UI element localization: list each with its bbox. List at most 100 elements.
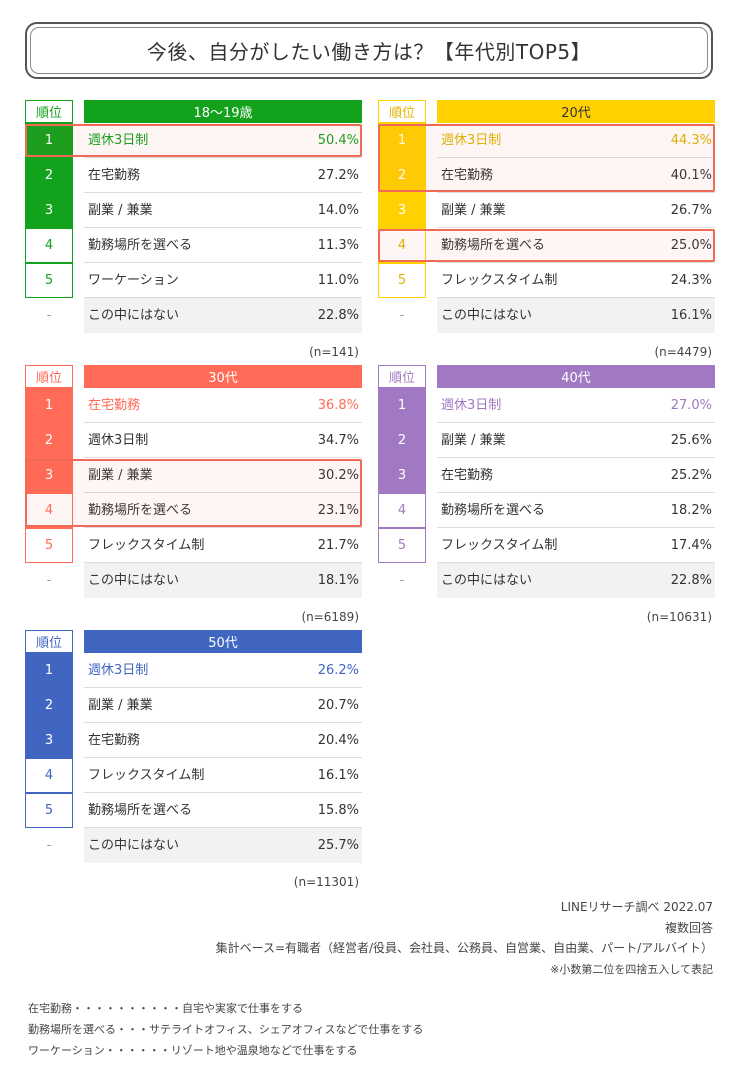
table-row: 3 副業 / 兼業 26.7% [378, 193, 715, 228]
option-label: 副業 / 兼業 [441, 203, 506, 218]
rank-column-header: 順位 [378, 100, 426, 123]
table-row: - この中にはない 25.7% [25, 828, 362, 863]
option-label: この中にはない [441, 573, 533, 588]
row-shading [84, 298, 362, 333]
row-divider [84, 157, 362, 158]
source-note: LINEリサーチ調べ 2022.07 [560, 900, 713, 914]
rank-cell: 4 [25, 493, 73, 528]
percentage-value: 34.7% [317, 433, 359, 448]
rank-cell: 1 [25, 388, 73, 423]
rank-cell: 3 [378, 458, 426, 493]
sample-size: (n=10631) [646, 610, 712, 624]
row-divider [84, 262, 362, 263]
table-row: - この中にはない 22.8% [25, 298, 362, 333]
option-label: 週休3日制 [88, 133, 149, 148]
percentage-value: 36.8% [317, 398, 359, 413]
row-divider [84, 527, 362, 528]
row-divider [84, 192, 362, 193]
rank-cell: 5 [25, 528, 73, 563]
row-divider [437, 457, 715, 458]
row-divider [437, 262, 715, 263]
percentage-value: 21.7% [317, 538, 359, 553]
age-group-header: 20代 [437, 100, 715, 123]
table-row: - この中にはない 22.8% [378, 563, 715, 598]
option-label: 週休3日制 [441, 133, 502, 148]
definition-remote-work: 在宅勤務・・・・・・・・・・自宅や実家で仕事をする [28, 1002, 303, 1015]
percentage-value: 25.7% [317, 838, 359, 853]
rank-cell: 2 [25, 158, 73, 193]
row-divider [437, 527, 715, 528]
option-label: フレックスタイム制 [88, 768, 205, 783]
row-divider [437, 227, 715, 228]
option-label: フレックスタイム制 [441, 273, 558, 288]
rank-cell: - [399, 308, 405, 323]
table-row: 4 勤務場所を選べる 25.0% [378, 228, 715, 263]
table-row: 1 週休3日制 26.2% [25, 653, 362, 688]
option-label: 副業 / 兼業 [88, 203, 153, 218]
chart-title: 今後、自分がしたい働き方は？【年代別TOP5】 [146, 40, 592, 64]
rank-cell: - [46, 308, 52, 323]
highlight-frame [378, 229, 715, 262]
table-row: 4 勤務場所を選べる 23.1% [25, 493, 362, 528]
table-row: 3 副業 / 兼業 14.0% [25, 193, 362, 228]
row-divider [84, 457, 362, 458]
row-shading [437, 563, 715, 598]
table-row: 2 在宅勤務 27.2% [25, 158, 362, 193]
percentage-value: 27.2% [317, 168, 359, 183]
percentage-value: 20.4% [317, 733, 359, 748]
ranking-table: 順位 40代 1 週休3日制 27.0% 2 副業 / 兼業 25.6% 3 在宅勤務 25.2% 4… [378, 365, 715, 630]
percentage-value: 14.0% [317, 203, 359, 218]
percentage-value: 20.7% [317, 698, 359, 713]
highlight-frame [25, 459, 362, 527]
rank-column-header: 順位 [378, 365, 426, 388]
percentage-value: 24.3% [670, 273, 712, 288]
row-shading [84, 828, 362, 863]
percentage-value: 11.3% [317, 238, 359, 253]
row-divider [84, 722, 362, 723]
table-row: 2 在宅勤務 40.1% [378, 158, 715, 193]
option-label: 在宅勤務 [88, 398, 141, 413]
table-row: - この中にはない 16.1% [378, 298, 715, 333]
table-row: 3 副業 / 兼業 30.2% [25, 458, 362, 493]
row-divider [437, 422, 715, 423]
multiple-answer-note: 複数回答 [664, 921, 713, 935]
option-label: 勤務場所を選べる [441, 503, 546, 518]
table-row: 4 勤務場所を選べる 11.3% [25, 228, 362, 263]
rank-cell: 2 [378, 423, 426, 458]
table-row: 4 フレックスタイム制 16.1% [25, 758, 362, 793]
percentage-value: 16.1% [317, 768, 359, 783]
percentage-value: 18.2% [670, 503, 712, 518]
table-row: 1 在宅勤務 36.8% [25, 388, 362, 423]
table-row: - この中にはない 18.1% [25, 563, 362, 598]
rank-cell: 3 [378, 193, 426, 228]
ranking-table: 順位 50代 1 週休3日制 26.2% 2 副業 / 兼業 20.7% 3 在宅勤務 20.4% 4… [25, 630, 362, 895]
rank-cell: 1 [378, 123, 426, 158]
rank-cell: 4 [25, 758, 73, 793]
row-divider [437, 562, 715, 563]
option-label: 勤務場所を選べる [88, 803, 193, 818]
table-row: 3 在宅勤務 25.2% [378, 458, 715, 493]
sample-size: (n=11301) [293, 875, 359, 889]
percentage-value: 23.1% [317, 503, 359, 518]
rank-cell: 3 [25, 458, 73, 493]
table-row: 4 勤務場所を選べる 18.2% [378, 493, 715, 528]
table-row: 5 フレックスタイム制 17.4% [378, 528, 715, 563]
age-group-header: 50代 [84, 630, 362, 653]
option-label: 勤務場所を選べる [441, 238, 546, 253]
row-divider [437, 157, 715, 158]
table-row: 5 フレックスタイム制 21.7% [25, 528, 362, 563]
row-divider [84, 792, 362, 793]
rank-cell: 3 [25, 193, 73, 228]
age-group-header: 40代 [437, 365, 715, 388]
percentage-value: 15.8% [317, 803, 359, 818]
table-row: 1 週休3日制 44.3% [378, 123, 715, 158]
rank-cell: 4 [25, 228, 73, 263]
percentage-value: 22.8% [317, 308, 359, 323]
percentage-value: 26.2% [317, 663, 359, 678]
option-label: フレックスタイム制 [441, 538, 558, 553]
table-row: 1 週休3日制 50.4% [25, 123, 362, 158]
percentage-value: 16.1% [670, 308, 712, 323]
table-row: 5 フレックスタイム制 24.3% [378, 263, 715, 298]
percentage-value: 27.0% [670, 398, 712, 413]
base-note: 集計ベース=有職者（経営者/役員、会社員、公務員、自営業、自由業、パート/アルバ… [215, 941, 713, 955]
